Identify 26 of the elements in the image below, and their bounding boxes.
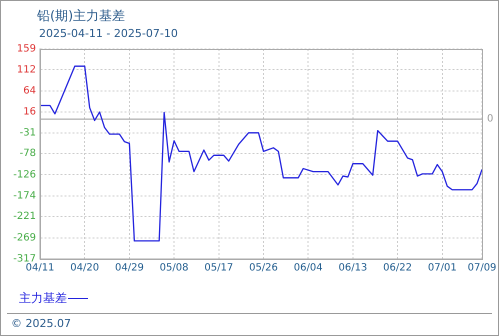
x-tick-label: 06/13 bbox=[338, 262, 368, 274]
x-tick-label: 05/26 bbox=[249, 262, 278, 274]
y-tick-label: -269 bbox=[13, 232, 36, 244]
x-tick-label: 06/04 bbox=[294, 262, 323, 274]
x-tick-label: 07/01 bbox=[428, 262, 457, 274]
y-tick-label: 16 bbox=[23, 106, 36, 118]
legend-label: 主力基差 bbox=[19, 290, 67, 307]
x-tick-label: 07/09 bbox=[468, 262, 496, 274]
chart-title: 铅(期)主力基差 bbox=[37, 8, 126, 25]
x-tick-label: 04/20 bbox=[70, 262, 100, 274]
x-tick-label: 05/08 bbox=[160, 262, 189, 274]
y-tick-label: -174 bbox=[13, 190, 36, 202]
x-tick-label: 04/11 bbox=[26, 262, 54, 274]
y-tick-label: -78 bbox=[20, 148, 36, 160]
y-tick-label: -221 bbox=[13, 211, 36, 222]
text: © 2025.07 bbox=[11, 317, 71, 330]
y-tick-label: -31 bbox=[20, 127, 36, 138]
x-tick-label: 05/17 bbox=[204, 262, 234, 274]
x-tick-label: 04/29 bbox=[114, 262, 144, 274]
y-tick-label: 112 bbox=[16, 64, 36, 76]
y-tick-label: 64 bbox=[23, 86, 36, 97]
x-tick-label: 06/22 bbox=[383, 262, 412, 274]
y-tick-label: 159 bbox=[16, 44, 36, 55]
y-tick-label: -126 bbox=[13, 169, 36, 180]
ref-line-label: 0 bbox=[487, 114, 494, 125]
chart-subtitle: 2025-04-11 - 2025-07-10 bbox=[39, 27, 178, 40]
